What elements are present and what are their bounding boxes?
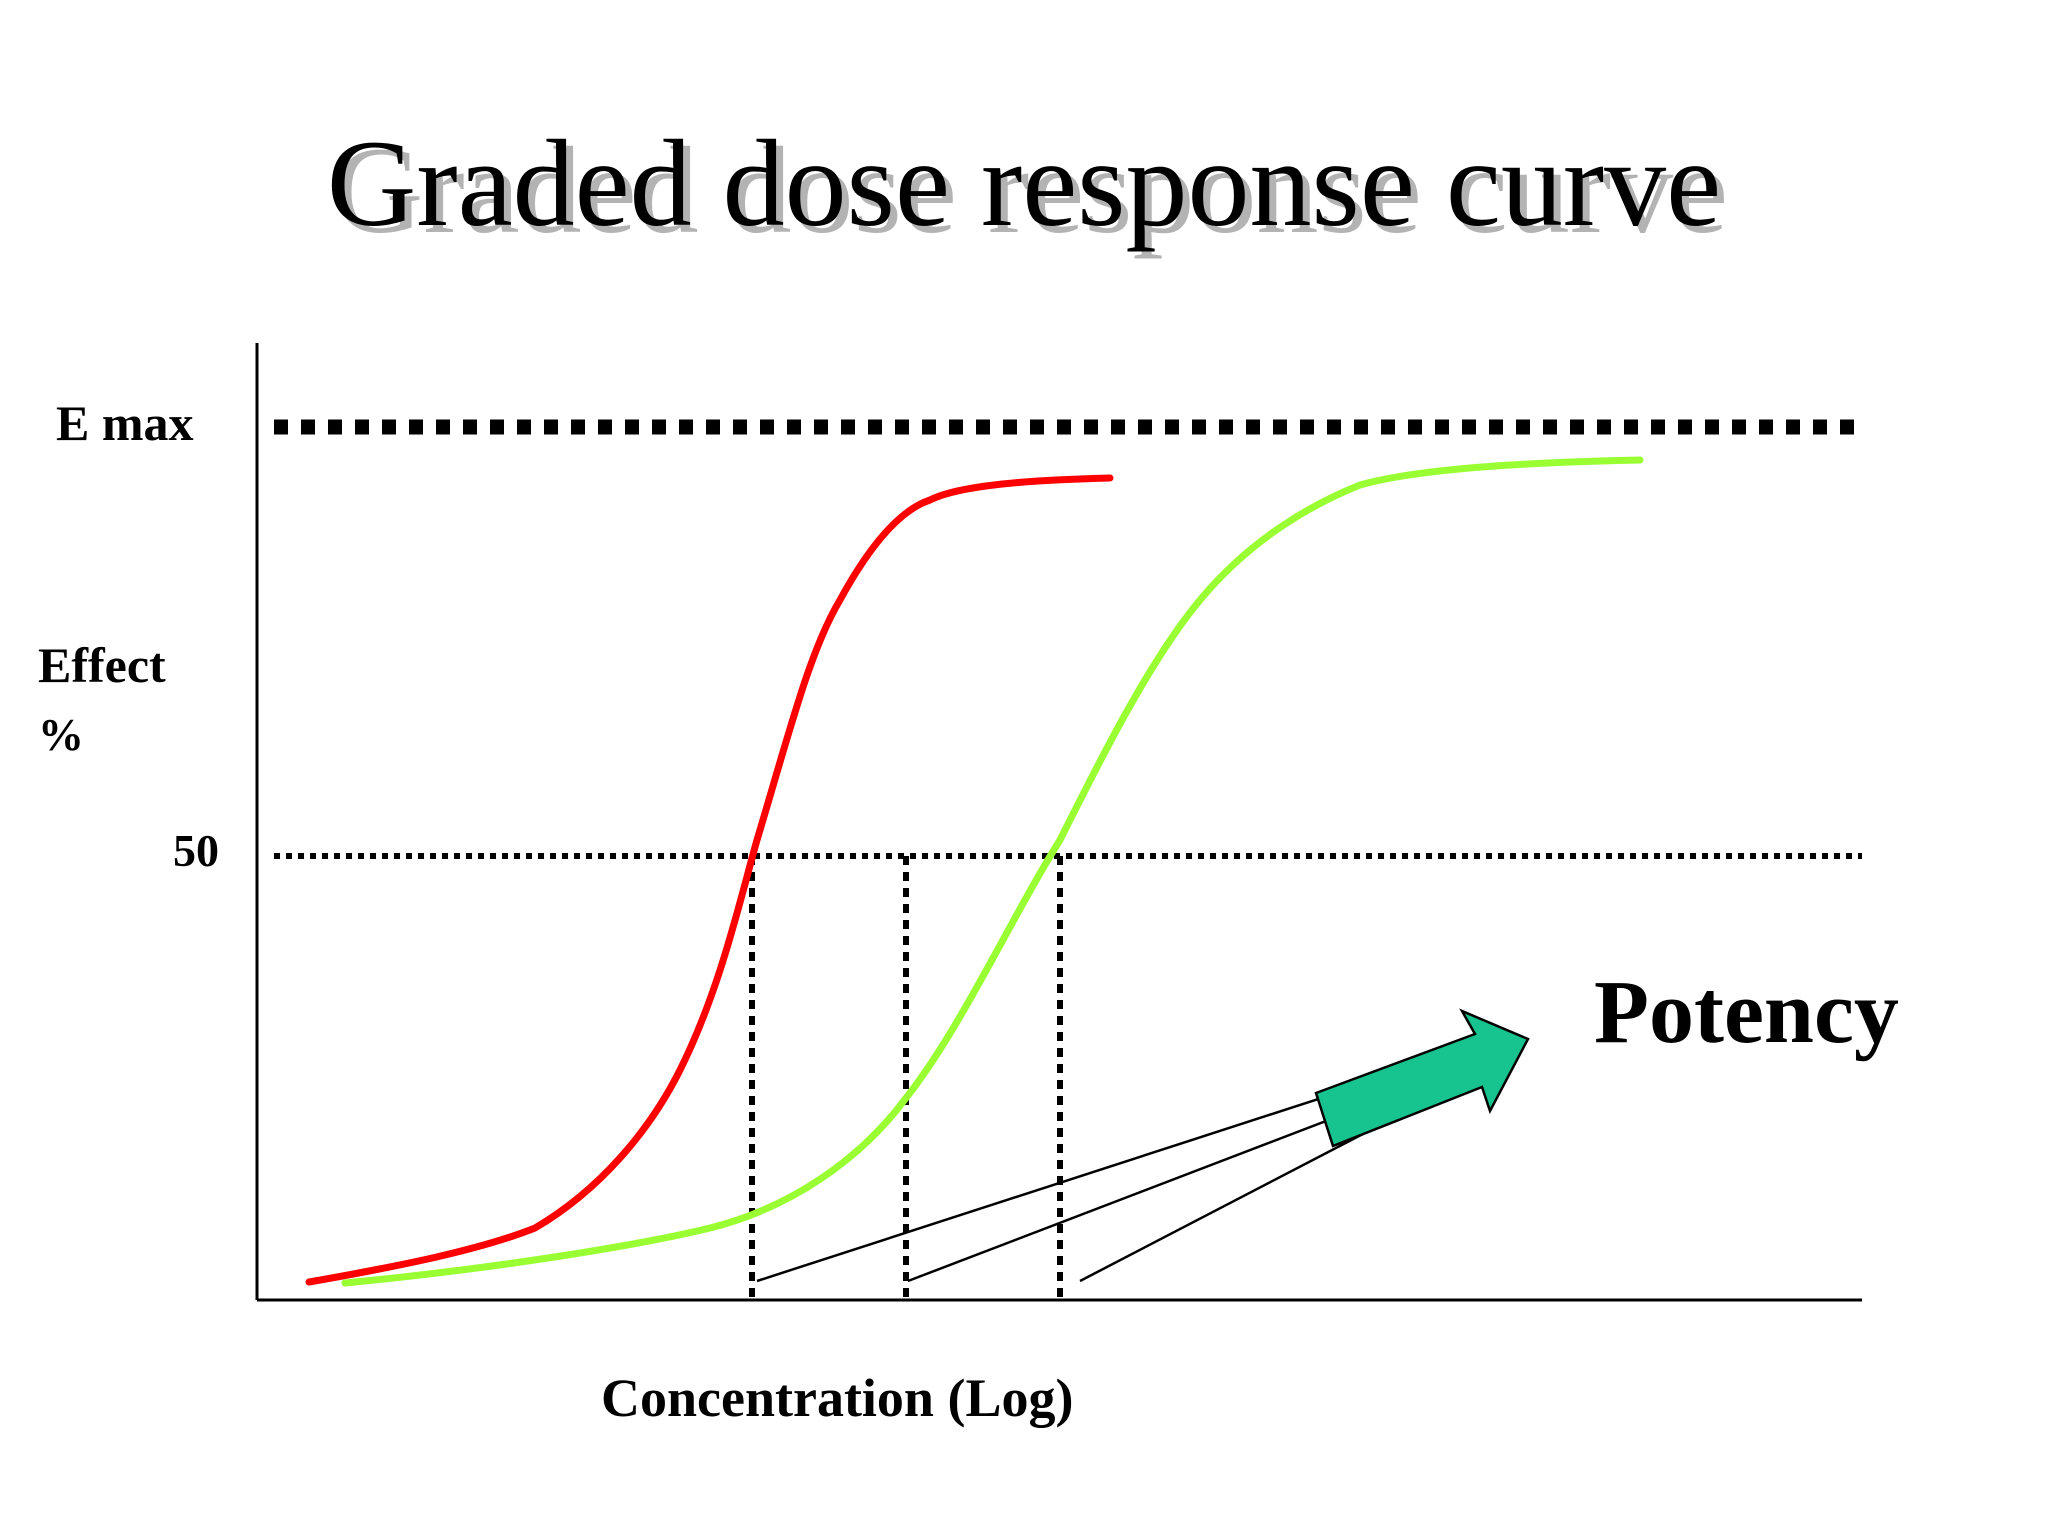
page-title: Graded dose response curve <box>326 115 1722 252</box>
red-curve <box>305 474 1114 1286</box>
fifty-label: 50 <box>173 825 219 876</box>
x-axis-label: Concentration (Log) <box>601 1368 1073 1428</box>
percent-label: % <box>38 709 84 760</box>
green-curve <box>341 456 1644 1287</box>
emax-label: E max <box>56 395 194 451</box>
potency-arrow-icon <box>1314 1008 1530 1148</box>
effect-label: Effect <box>38 637 166 693</box>
potency-label: Potency <box>1594 963 1899 1062</box>
